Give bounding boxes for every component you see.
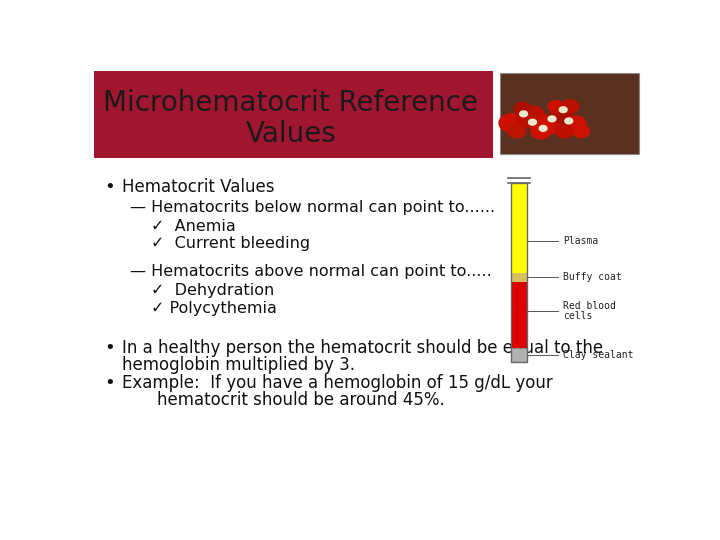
- Text: cells: cells: [563, 312, 593, 321]
- Circle shape: [508, 125, 526, 138]
- Circle shape: [565, 118, 572, 124]
- Circle shape: [531, 124, 551, 139]
- Circle shape: [572, 125, 590, 138]
- Text: •: •: [104, 339, 114, 357]
- Circle shape: [555, 125, 573, 138]
- Text: Hematocrit Values: Hematocrit Values: [122, 178, 275, 196]
- Text: ✓ Polycythemia: ✓ Polycythemia: [151, 301, 277, 316]
- Circle shape: [548, 100, 564, 112]
- Text: — Hematocrits below normal can point to......: — Hematocrits below normal can point to.…: [130, 200, 495, 215]
- FancyBboxPatch shape: [94, 71, 493, 158]
- Text: hematocrit should be around 45%.: hematocrit should be around 45%.: [157, 391, 445, 409]
- Bar: [511, 273, 527, 282]
- Text: Clay sealant: Clay sealant: [563, 350, 634, 360]
- Text: •: •: [104, 178, 114, 196]
- Text: ✓  Dehydration: ✓ Dehydration: [151, 283, 274, 298]
- Bar: [511, 183, 527, 362]
- Circle shape: [550, 106, 572, 123]
- Circle shape: [535, 116, 560, 134]
- Text: In a healthy person the hematocrit should be equal to the: In a healthy person the hematocrit shoul…: [122, 339, 603, 357]
- Text: •: •: [104, 374, 114, 391]
- Bar: [511, 282, 527, 348]
- Text: Red blood: Red blood: [563, 301, 616, 312]
- Text: hemoglobin multiplied by 3.: hemoglobin multiplied by 3.: [122, 356, 356, 374]
- Text: Values: Values: [246, 120, 336, 148]
- Text: Example:  If you have a hemoglobin of 15 g/dL your: Example: If you have a hemoglobin of 15 …: [122, 374, 553, 391]
- Circle shape: [516, 106, 545, 127]
- Text: Buffy coat: Buffy coat: [563, 272, 622, 282]
- Text: — Hematocrits above normal can point to.....: — Hematocrits above normal can point to.…: [130, 264, 492, 279]
- Circle shape: [565, 116, 586, 132]
- Bar: [500, 73, 639, 154]
- Circle shape: [539, 125, 547, 131]
- Circle shape: [528, 119, 536, 125]
- Text: Microhematocrit Reference: Microhematocrit Reference: [104, 89, 478, 117]
- Text: Plasma: Plasma: [563, 237, 598, 246]
- Text: ✓  Current bleeding: ✓ Current bleeding: [151, 236, 310, 251]
- Circle shape: [520, 111, 528, 117]
- Text: ✓  Anemia: ✓ Anemia: [151, 219, 236, 234]
- Circle shape: [561, 100, 579, 113]
- Bar: [511, 183, 527, 273]
- Circle shape: [514, 102, 531, 114]
- Circle shape: [548, 116, 556, 122]
- Bar: [511, 348, 527, 362]
- Circle shape: [559, 107, 567, 113]
- Circle shape: [499, 114, 523, 132]
